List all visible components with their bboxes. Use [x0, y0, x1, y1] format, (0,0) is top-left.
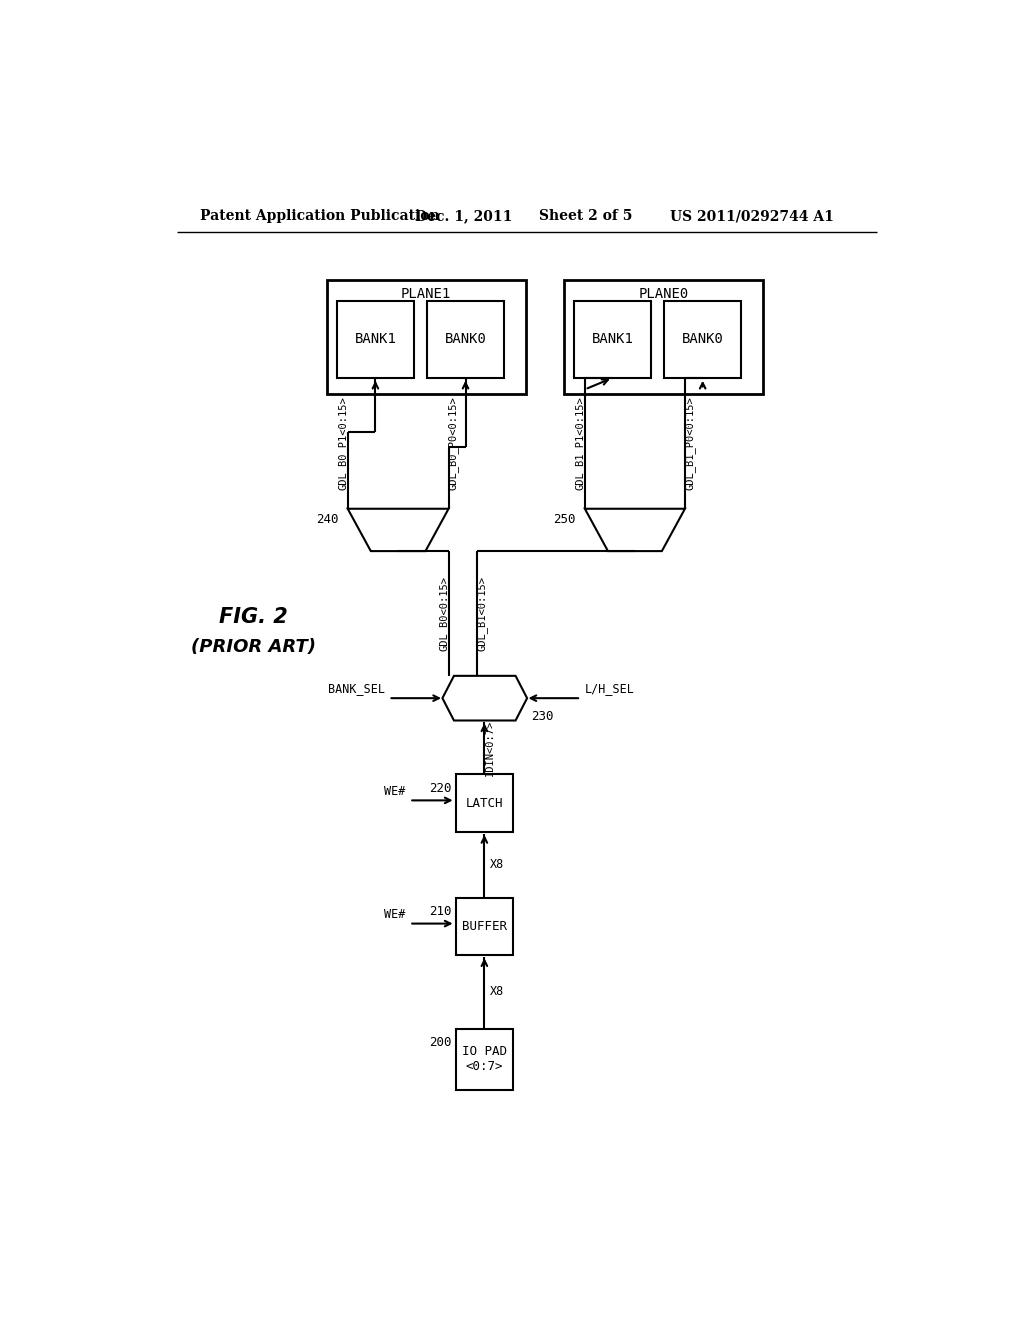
Text: BANK1: BANK1 [592, 333, 634, 346]
Text: GDL_B1_P0<0:15>: GDL_B1_P0<0:15> [684, 396, 695, 490]
Text: GDL_B1<0:15>: GDL_B1<0:15> [476, 576, 487, 651]
Text: 220: 220 [429, 781, 452, 795]
Text: IO PAD: IO PAD [462, 1045, 507, 1059]
Polygon shape [348, 508, 449, 552]
Bar [574, 301, 651, 378]
Text: Patent Application Publication: Patent Application Publication [200, 209, 439, 223]
Text: US 2011/0292744 A1: US 2011/0292744 A1 [670, 209, 834, 223]
Text: GDL_B0_P1<0:15>: GDL_B0_P1<0:15> [338, 396, 348, 490]
Text: BUFFER: BUFFER [462, 920, 507, 933]
Text: BANK_SEL: BANK_SEL [328, 682, 385, 696]
Text: PLANE1: PLANE1 [401, 286, 452, 301]
Polygon shape [585, 508, 685, 552]
Polygon shape [442, 676, 527, 721]
Text: WE#: WE# [384, 908, 406, 921]
Bar [456, 1028, 513, 1090]
Text: (PRIOR ART): (PRIOR ART) [191, 639, 316, 656]
Text: GDL_B0_P0<0:15>: GDL_B0_P0<0:15> [447, 396, 459, 490]
Text: Sheet 2 of 5: Sheet 2 of 5 [539, 209, 632, 223]
Text: L/H_SEL: L/H_SEL [585, 682, 635, 696]
Bar [337, 301, 414, 378]
Text: 230: 230 [531, 710, 553, 723]
Text: <0:7>: <0:7> [466, 1060, 503, 1073]
Text: 210: 210 [429, 906, 452, 919]
Bar [327, 280, 525, 395]
Text: FIG. 2: FIG. 2 [219, 607, 288, 627]
Text: 200: 200 [429, 1036, 452, 1049]
Text: 240: 240 [316, 513, 339, 527]
Bar [456, 898, 513, 956]
Text: BANK0: BANK0 [444, 333, 486, 346]
Text: WE#: WE# [384, 784, 406, 797]
Text: BANK1: BANK1 [354, 333, 396, 346]
Text: BANK0: BANK0 [682, 333, 724, 346]
Text: X8: X8 [489, 986, 504, 998]
Text: 250: 250 [553, 513, 575, 527]
Text: GDL_B0<0:15>: GDL_B0<0:15> [438, 576, 450, 651]
Bar [427, 301, 504, 378]
Bar [456, 775, 513, 832]
Text: IDIN<0:7>: IDIN<0:7> [484, 719, 495, 776]
Text: X8: X8 [489, 858, 504, 871]
Text: PLANE0: PLANE0 [638, 286, 688, 301]
Bar [564, 280, 763, 395]
Text: GDL_B1_P1<0:15>: GDL_B1_P1<0:15> [574, 396, 586, 490]
Text: LATCH: LATCH [466, 797, 503, 809]
Text: Dec. 1, 2011: Dec. 1, 2011 [416, 209, 513, 223]
Bar [665, 301, 741, 378]
